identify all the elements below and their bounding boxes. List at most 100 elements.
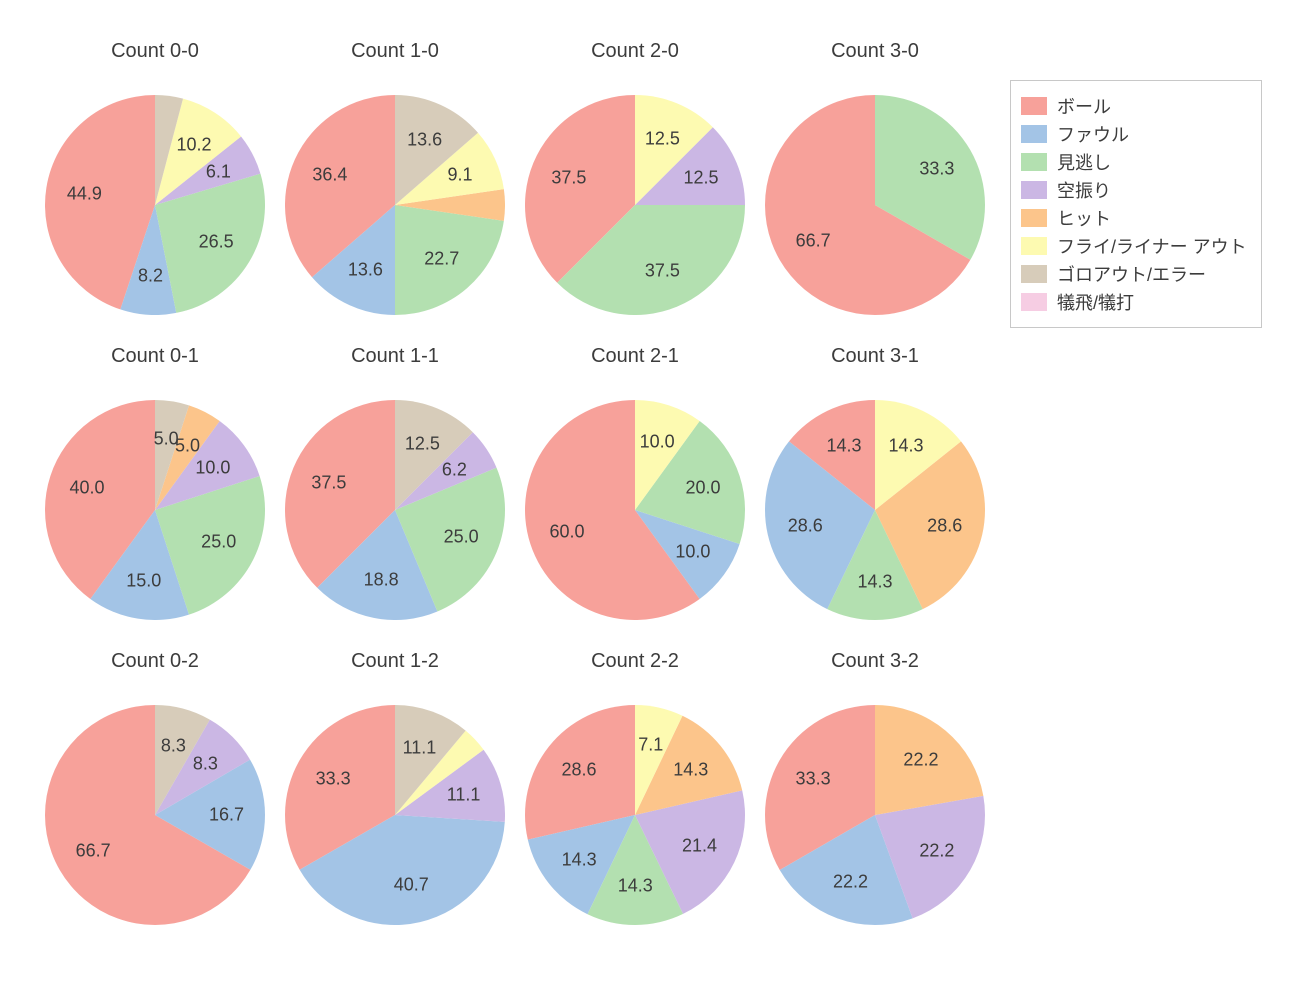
pie-label: 12.5 bbox=[684, 167, 719, 188]
pie-label: 5.0 bbox=[154, 429, 179, 450]
legend-label: 犠飛/犠打 bbox=[1057, 289, 1134, 315]
pie-count-3-2: 33.3 22.2 22.2 22.2 bbox=[765, 705, 985, 925]
legend-label: ファウル bbox=[1057, 121, 1129, 147]
chart-title-count-3-0: Count 3-0 bbox=[831, 40, 919, 63]
pie-label: 14.3 bbox=[673, 760, 708, 781]
pie-label: 25.0 bbox=[201, 532, 236, 553]
chart-title-count-0-2: Count 0-2 bbox=[111, 650, 199, 673]
legend-swatch bbox=[1021, 153, 1047, 171]
chart-title-count-1-2: Count 1-2 bbox=[351, 650, 439, 673]
pie-count-1-2: 33.3 40.7 11.1 11.1 bbox=[285, 705, 505, 925]
chart-title-count-2-1: Count 2-1 bbox=[591, 345, 679, 368]
legend-swatch bbox=[1021, 97, 1047, 115]
legend-swatch bbox=[1021, 209, 1047, 227]
pie-label: 14.3 bbox=[888, 435, 923, 456]
pie-count-0-2: 66.7 16.7 8.3 8.3 bbox=[45, 705, 265, 925]
pie-label: 15.0 bbox=[126, 570, 161, 591]
legend-label: ボール bbox=[1057, 93, 1111, 119]
pie-count-0-1: 40.015.025.010.05.05.0 bbox=[45, 400, 265, 620]
legend-swatch bbox=[1021, 181, 1047, 199]
pie-label: 22.7 bbox=[424, 249, 459, 270]
pie-label: 12.5 bbox=[405, 433, 440, 454]
pie-label: 33.3 bbox=[919, 159, 954, 180]
legend-swatch bbox=[1021, 125, 1047, 143]
pie-label: 11.1 bbox=[447, 784, 481, 805]
pie-label: 6.2 bbox=[442, 460, 467, 481]
pie-label: 12.5 bbox=[645, 128, 680, 149]
pie-label: 66.7 bbox=[796, 230, 831, 251]
pie-label: 37.5 bbox=[311, 472, 346, 493]
legend-swatch bbox=[1021, 293, 1047, 311]
legend-item-swing: 空振り bbox=[1021, 177, 1247, 203]
pie-label: 10.0 bbox=[640, 431, 675, 452]
pie-label: 22.2 bbox=[903, 750, 938, 771]
pie-label: 5.0 bbox=[175, 436, 200, 457]
pie-label: 28.6 bbox=[788, 515, 823, 536]
pie-label: 40.0 bbox=[69, 477, 104, 498]
pie-label: 22.2 bbox=[919, 840, 954, 861]
legend-label: ヒット bbox=[1057, 205, 1111, 231]
pie-label: 25.0 bbox=[444, 527, 479, 548]
pie-label: 33.3 bbox=[316, 769, 351, 790]
pie-label: 10.0 bbox=[195, 457, 230, 478]
pie-label: 44.9 bbox=[67, 183, 102, 204]
pie-count-1-1: 37.5 18.8 25.0 6.212.5 bbox=[285, 400, 505, 620]
legend-item-foul: ファウル bbox=[1021, 121, 1247, 147]
pie-label: 14.3 bbox=[562, 849, 597, 870]
legend-swatch bbox=[1021, 265, 1047, 283]
pie-label: 28.6 bbox=[562, 760, 597, 781]
legend: ボールファウル見逃し空振りヒットフライ/ライナー アウトゴロアウト/エラー犠飛/… bbox=[1010, 80, 1262, 328]
chart-grid: Count 0-0 44.9 8.2 26.5 6.1 10.2 Count 1-0 36.4… bbox=[0, 0, 1300, 1000]
pie-label: 14.3 bbox=[857, 571, 892, 592]
pie-label: 16.7 bbox=[209, 804, 244, 825]
pie-label: 13.6 bbox=[407, 129, 442, 150]
pie-label: 26.5 bbox=[199, 231, 234, 252]
pie-label: 11.1 bbox=[403, 737, 437, 758]
pie-label: 14.3 bbox=[618, 876, 653, 897]
chart-title-count-1-1: Count 1-1 bbox=[351, 345, 439, 368]
legend-item-ground: ゴロアウト/エラー bbox=[1021, 261, 1247, 287]
legend-label: 空振り bbox=[1057, 177, 1111, 203]
pie-label: 33.3 bbox=[796, 769, 831, 790]
legend-item-ball: ボール bbox=[1021, 93, 1247, 119]
pie-count-0-0: 44.9 8.2 26.5 6.1 10.2 bbox=[45, 95, 265, 315]
pie-label: 20.0 bbox=[685, 477, 720, 498]
chart-title-count-2-2: Count 2-2 bbox=[591, 650, 679, 673]
pie-label: 10.2 bbox=[177, 135, 212, 156]
pie-label: 7.1 bbox=[638, 735, 663, 756]
pie-label: 37.5 bbox=[645, 261, 680, 282]
pie-count-2-0: 37.5 37.5 12.512.5 bbox=[525, 95, 745, 315]
pie-label: 66.7 bbox=[76, 840, 111, 861]
pie-label: 6.1 bbox=[206, 161, 231, 182]
pie-label: 8.3 bbox=[193, 754, 218, 775]
chart-title-count-2-0: Count 2-0 bbox=[591, 40, 679, 63]
legend-item-sac: 犠飛/犠打 bbox=[1021, 289, 1247, 315]
legend-label: ゴロアウト/エラー bbox=[1057, 261, 1206, 287]
pie-label: 8.3 bbox=[161, 735, 186, 756]
pie-count-1-0: 36.413.622.79.113.6 bbox=[285, 95, 505, 315]
chart-title-count-1-0: Count 1-0 bbox=[351, 40, 439, 63]
pie-label: 28.6 bbox=[927, 515, 962, 536]
chart-title-count-0-0: Count 0-0 bbox=[111, 40, 199, 63]
pie-label: 40.7 bbox=[394, 874, 429, 895]
chart-title-count-3-1: Count 3-1 bbox=[831, 345, 919, 368]
legend-label: フライ/ライナー アウト bbox=[1057, 233, 1247, 259]
legend-item-looking: 見逃し bbox=[1021, 149, 1247, 175]
pie-label: 37.5 bbox=[551, 167, 586, 188]
pie-count-3-0: 66.7 33.3 bbox=[765, 95, 985, 315]
pie-label: 14.3 bbox=[826, 435, 861, 456]
pie-label: 36.4 bbox=[312, 165, 347, 186]
pie-count-2-1: 60.0 10.0 20.0 10.0 bbox=[525, 400, 745, 620]
pie-label: 18.8 bbox=[364, 570, 399, 591]
legend-item-hit: ヒット bbox=[1021, 205, 1247, 231]
chart-title-count-3-2: Count 3-2 bbox=[831, 650, 919, 673]
chart-title-count-0-1: Count 0-1 bbox=[111, 345, 199, 368]
pie-label: 10.0 bbox=[675, 542, 710, 563]
pie-label: 22.2 bbox=[833, 872, 868, 893]
pie-label: 8.2 bbox=[138, 266, 163, 287]
pie-count-3-1: 14.3 28.6 14.3 28.6 14.3 bbox=[765, 400, 985, 620]
legend-swatch bbox=[1021, 237, 1047, 255]
pie-label: 60.0 bbox=[549, 522, 584, 543]
pie-count-2-2: 28.614.314.321.414.37.1 bbox=[525, 705, 745, 925]
legend-label: 見逃し bbox=[1057, 149, 1111, 175]
